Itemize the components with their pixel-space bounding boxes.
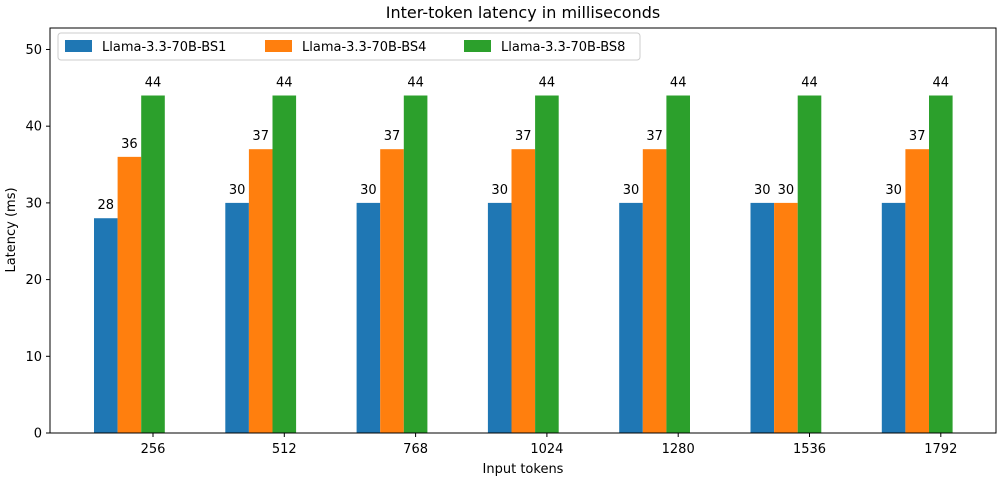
x-tick-label: 1536 bbox=[793, 442, 826, 457]
data-label: 30 bbox=[885, 183, 902, 198]
y-tick-label: 10 bbox=[25, 350, 42, 365]
y-axis-label: Latency (ms) bbox=[4, 187, 19, 272]
x-tick-label: 1280 bbox=[662, 442, 695, 457]
data-label: 30 bbox=[360, 183, 377, 198]
y-tick-label: 30 bbox=[25, 196, 42, 211]
bar bbox=[750, 202, 775, 433]
x-axis-label: Input tokens bbox=[483, 462, 564, 477]
x-tick-label: 512 bbox=[272, 442, 297, 457]
bar bbox=[535, 95, 559, 433]
data-label: 44 bbox=[145, 76, 162, 91]
bar bbox=[905, 149, 929, 433]
chart-title: Inter-token latency in milliseconds bbox=[386, 3, 660, 22]
bar bbox=[511, 149, 536, 433]
y-tick-label: 40 bbox=[25, 120, 42, 135]
data-label: 44 bbox=[407, 76, 424, 91]
data-label: 44 bbox=[670, 76, 687, 91]
y-tick-label: 20 bbox=[25, 273, 42, 288]
bar bbox=[248, 149, 273, 433]
data-label: 30 bbox=[491, 183, 508, 198]
data-label: 44 bbox=[801, 76, 818, 91]
data-label: 28 bbox=[98, 198, 115, 213]
bar bbox=[356, 202, 381, 433]
plot-frame bbox=[49, 27, 997, 434]
data-label: 30 bbox=[754, 183, 771, 198]
data-label: 37 bbox=[646, 129, 663, 144]
data-label: 44 bbox=[276, 76, 293, 91]
bar bbox=[272, 95, 297, 433]
legend-label: Llama-3.3-70B-BS1 bbox=[102, 40, 226, 55]
bar bbox=[141, 95, 165, 433]
bar bbox=[225, 202, 249, 433]
legend: Llama-3.3-70B-BS1 Llama-3.3-70B-BS4 Llama-… bbox=[57, 32, 641, 61]
bar bbox=[929, 95, 953, 433]
data-label: 30 bbox=[623, 183, 640, 198]
legend-label: Llama-3.3-70B-BS4 bbox=[302, 40, 426, 55]
x-tick-label: 768 bbox=[403, 442, 428, 457]
bar bbox=[487, 202, 512, 433]
bar bbox=[774, 202, 798, 433]
data-label: 44 bbox=[933, 76, 950, 91]
bar bbox=[380, 149, 404, 433]
data-label: 30 bbox=[778, 183, 795, 198]
x-tick-label: 1792 bbox=[924, 442, 957, 457]
data-label: 30 bbox=[229, 183, 246, 198]
legend-swatch bbox=[265, 40, 292, 52]
y-tick-label: 50 bbox=[25, 43, 42, 58]
data-label: 37 bbox=[909, 129, 926, 144]
y-tick-label: 0 bbox=[34, 427, 42, 442]
legend-box bbox=[57, 32, 641, 61]
data-label: 37 bbox=[515, 129, 532, 144]
bar bbox=[666, 95, 690, 433]
x-tick-label: 256 bbox=[141, 442, 166, 457]
data-label: 36 bbox=[121, 137, 138, 152]
bar bbox=[619, 202, 643, 433]
bar bbox=[94, 218, 118, 433]
plot-area: 28 30 30 30 30 30 30 36 37 37 37 37 30 37 44 44 44 44 44 44… bbox=[25, 27, 997, 457]
bar bbox=[117, 156, 142, 434]
legend-swatch bbox=[464, 40, 491, 52]
data-label: 44 bbox=[539, 76, 556, 91]
legend-label: Llama-3.3-70B-BS8 bbox=[501, 40, 625, 55]
legend-swatch bbox=[65, 40, 92, 52]
bar bbox=[642, 149, 667, 433]
bar bbox=[881, 202, 906, 433]
bar bbox=[797, 95, 822, 433]
data-label: 37 bbox=[252, 129, 269, 144]
bar bbox=[403, 95, 428, 433]
x-tick-label: 1024 bbox=[530, 442, 563, 457]
data-label: 37 bbox=[384, 129, 401, 144]
